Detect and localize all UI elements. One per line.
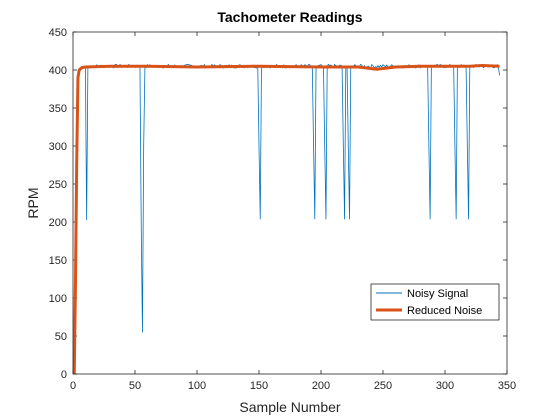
y-tick-label: 50 [55,331,67,343]
y-tick-label: 0 [61,369,67,381]
y-tick-label: 450 [49,27,67,39]
y-tick-label: 100 [49,293,67,305]
legend-box [370,283,500,321]
plot-frame [72,31,508,375]
x-tick-label: 50 [129,380,141,392]
x-tick-label: 300 [436,380,454,392]
x-axis-label: Sample Number [239,399,340,415]
y-tick-label: 300 [49,141,67,153]
x-tick-label: 0 [70,380,76,392]
plot-background [73,32,507,374]
y-tick-label: 400 [49,65,67,77]
legend: Noisy Signal Reduced Noise [370,283,500,321]
y-axis-label: RPM [25,187,41,218]
legend-entry-reduced-noise: Reduced Noise [407,305,482,317]
y-tick-label: 200 [49,217,67,229]
chart-title: Tachometer Readings [217,9,362,25]
x-tick-label: 200 [312,380,330,392]
legend-entry-noisy-signal: Noisy Signal [407,288,468,300]
y-tick-label: 350 [49,103,67,115]
series-line-reduced-noise [72,63,500,375]
x-tick-label: 350 [498,380,516,392]
y-tick-label: 150 [49,255,67,267]
x-tick-label: 250 [374,380,392,392]
x-tick-label: 150 [250,380,268,392]
y-tick-label: 250 [49,179,67,191]
x-tick-label: 100 [188,380,206,392]
